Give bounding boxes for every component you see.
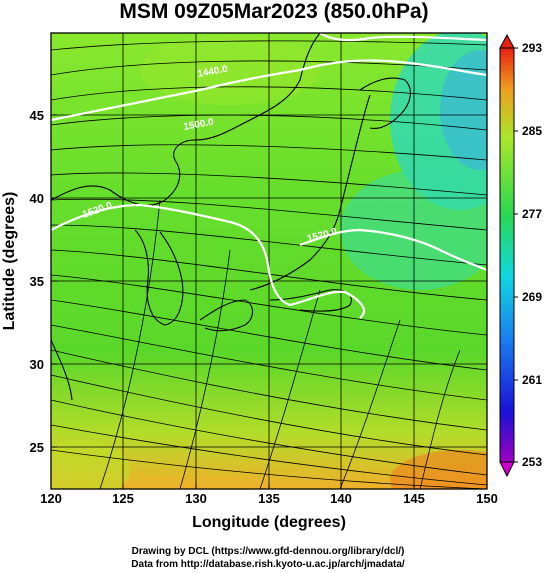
x-tick-label: 125	[112, 491, 134, 506]
y-tick-labels: 25 30 35 40 45	[30, 108, 44, 455]
credit-data-source: Data from http://database.rish.kyoto-u.a…	[131, 559, 405, 570]
colorbar	[499, 33, 518, 478]
gridlines	[51, 33, 487, 489]
x-tick-label: 140	[330, 491, 352, 506]
contour-label: 1500.0	[183, 117, 215, 133]
wind-streamlines	[51, 40, 487, 489]
y-axis-label: Latitude (degrees)	[1, 192, 18, 331]
y-tick-label: 45	[30, 108, 44, 123]
contour-label: 1440.0	[197, 64, 229, 80]
colorbar-tick-label: 269	[522, 290, 542, 304]
y-tick-label: 25	[30, 440, 44, 455]
x-tick-label: 135	[258, 491, 280, 506]
colorbar-tick-label: 293	[522, 41, 542, 55]
x-tick-label: 145	[403, 491, 425, 506]
colorbar-tick-label: 285	[522, 124, 542, 138]
colorbar-tick-label: 261	[522, 373, 542, 387]
height-contours	[51, 33, 487, 319]
x-axis-label: Longitude (degrees)	[192, 514, 346, 531]
axis-ticks	[50, 114, 488, 489]
x-tick-label: 150	[476, 491, 498, 506]
map-title: MSM 09Z05Mar2023 (850.0hPa)	[119, 0, 429, 23]
temperature-field	[51, 33, 487, 489]
x-tick-labels: 120 125 130 135 140 145 150	[40, 491, 498, 506]
coastlines	[51, 33, 411, 401]
colorbar-tick-labels: 293 285 277 269 261 253	[522, 41, 542, 469]
y-tick-label: 35	[30, 274, 44, 289]
colorbar-tick-label: 277	[522, 207, 542, 221]
x-tick-label: 130	[185, 491, 207, 506]
y-tick-label: 40	[30, 191, 44, 206]
colorbar-tick-label: 253	[522, 455, 542, 469]
credit-drawing: Drawing by DCL (https://www.gfd-dennou.o…	[131, 546, 405, 557]
y-tick-label: 30	[30, 357, 44, 372]
x-tick-label: 120	[40, 491, 62, 506]
